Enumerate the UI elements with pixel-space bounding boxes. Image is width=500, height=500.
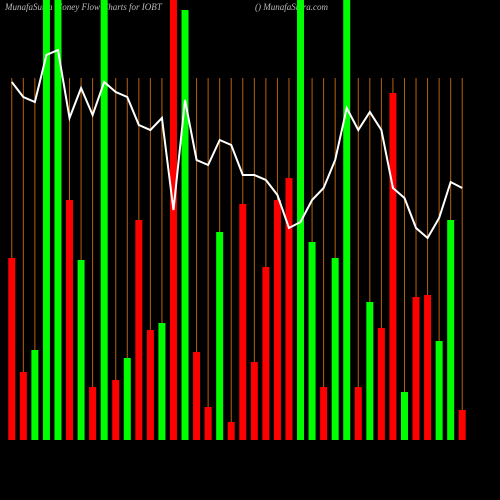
bar xyxy=(31,350,39,440)
bar xyxy=(424,295,432,440)
bar xyxy=(204,407,212,440)
bar xyxy=(331,258,339,440)
bar xyxy=(308,242,316,440)
bar xyxy=(273,200,281,440)
bar xyxy=(146,330,154,440)
bar xyxy=(193,352,201,440)
bar xyxy=(343,0,351,440)
bar xyxy=(216,232,224,440)
bar xyxy=(377,328,385,440)
bar xyxy=(366,302,374,440)
bar xyxy=(412,297,420,440)
bar xyxy=(262,267,270,440)
bar xyxy=(42,0,50,440)
bar xyxy=(54,0,62,440)
chart-title: MunafaSutra Money Flow Charts for IOBT xyxy=(4,2,163,12)
bar xyxy=(19,372,27,440)
bar xyxy=(100,0,108,440)
chart-subtitle: () MunafaSutra.com xyxy=(255,2,328,12)
bar xyxy=(285,178,293,440)
bar xyxy=(400,392,408,440)
bar xyxy=(66,200,74,440)
bar xyxy=(123,358,131,440)
bar xyxy=(458,410,466,440)
bar xyxy=(112,380,120,440)
bar xyxy=(89,387,97,440)
bar xyxy=(169,0,177,440)
bar xyxy=(181,10,189,440)
bar xyxy=(135,220,143,440)
bar xyxy=(158,323,166,440)
bar xyxy=(239,204,247,440)
bar xyxy=(8,258,16,440)
bar xyxy=(227,422,235,440)
flow-line xyxy=(10,48,463,240)
bar xyxy=(250,362,258,440)
bar xyxy=(435,341,443,440)
bar xyxy=(447,220,455,440)
bar xyxy=(389,93,397,440)
bar xyxy=(320,387,328,440)
bar xyxy=(354,387,362,440)
bar xyxy=(77,260,85,440)
